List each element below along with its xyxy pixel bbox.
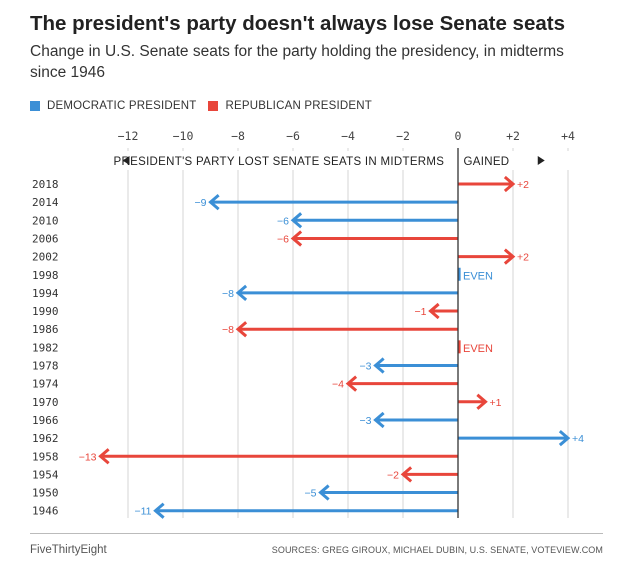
bar-arrowhead bbox=[235, 321, 248, 338]
lost-region-label: PRESIDENT'S PARTY LOST SENATE SEATS IN M… bbox=[114, 156, 445, 168]
bar-arrowhead bbox=[208, 194, 220, 211]
chart-title: The president's party doesn't always los… bbox=[30, 12, 565, 35]
data-label: −9 bbox=[195, 197, 207, 209]
bar-arrowhead bbox=[98, 448, 110, 465]
bar-arrowhead bbox=[503, 175, 516, 193]
x-tick-label: −2 bbox=[396, 129, 410, 143]
data-label: EVEN bbox=[463, 343, 493, 355]
year-label: 2014 bbox=[32, 196, 59, 209]
year-label: 2002 bbox=[32, 251, 59, 264]
x-tick-label: −8 bbox=[231, 129, 245, 143]
data-label: −3 bbox=[360, 415, 372, 427]
data-label: −8 bbox=[222, 324, 234, 336]
bar-arrowhead bbox=[476, 393, 488, 410]
data-label: −5 bbox=[305, 488, 317, 500]
gained-region-label: GAINED bbox=[464, 156, 510, 168]
bar-arrowhead bbox=[558, 429, 571, 447]
data-label: −13 bbox=[79, 451, 97, 463]
even-marker bbox=[458, 340, 461, 354]
bar-arrowhead bbox=[400, 466, 413, 483]
year-label: 2010 bbox=[32, 214, 59, 227]
legend-item-democratic: DEMOCRATIC PRESIDENT bbox=[30, 100, 196, 112]
year-label: 1958 bbox=[32, 450, 59, 463]
year-label: 1954 bbox=[32, 468, 59, 481]
bar-arrowhead bbox=[153, 502, 165, 519]
legend-swatch-republican bbox=[208, 101, 219, 111]
legend-swatch-democratic bbox=[30, 101, 40, 111]
sources-note: SOURCES: GREG GIROUX, MICHAEL DUBIN, U.S… bbox=[271, 545, 603, 555]
data-label: −8 bbox=[222, 288, 234, 300]
data-label: −4 bbox=[332, 379, 344, 391]
even-marker bbox=[458, 267, 461, 281]
year-label: 1990 bbox=[32, 305, 59, 318]
gained-arrow-icon bbox=[537, 156, 545, 165]
year-label: 1946 bbox=[32, 505, 59, 518]
year-label: 1962 bbox=[32, 432, 59, 445]
year-label: 1998 bbox=[32, 269, 59, 282]
data-label: −6 bbox=[277, 215, 289, 227]
x-tick-label: −4 bbox=[341, 129, 355, 143]
year-label: 1994 bbox=[32, 287, 59, 300]
x-tick-label: −6 bbox=[286, 129, 300, 143]
data-label: +2 bbox=[517, 252, 529, 264]
data-label: −3 bbox=[360, 361, 372, 373]
bar-arrowhead bbox=[503, 248, 516, 265]
data-label: −11 bbox=[134, 506, 151, 518]
bar-arrowhead bbox=[373, 411, 385, 429]
year-label: 1966 bbox=[32, 414, 59, 427]
bar-arrowhead bbox=[290, 212, 303, 229]
year-label: 1986 bbox=[32, 323, 59, 336]
lost-arrow-icon bbox=[122, 156, 130, 165]
bar-arrowhead bbox=[345, 375, 358, 392]
bar-arrowhead bbox=[428, 302, 440, 320]
legend-item-republican: REPUBLICAN PRESIDENT bbox=[208, 100, 372, 112]
x-tick-label: 0 bbox=[455, 129, 462, 143]
data-label: EVEN bbox=[463, 270, 493, 282]
bar-arrowhead bbox=[318, 484, 330, 501]
data-label: −1 bbox=[415, 306, 427, 318]
data-label: +4 bbox=[572, 433, 584, 445]
legend-label-republican: REPUBLICAN PRESIDENT bbox=[225, 100, 372, 112]
legend: DEMOCRATIC PRESIDENT REPUBLICAN PRESIDEN… bbox=[30, 100, 384, 112]
year-label: 1970 bbox=[32, 396, 59, 409]
x-tick-label: −10 bbox=[173, 129, 194, 143]
year-label: 2006 bbox=[32, 232, 59, 245]
x-tick-label: −12 bbox=[118, 129, 139, 143]
bar-arrowhead bbox=[235, 284, 248, 302]
data-label: +1 bbox=[490, 397, 502, 409]
year-label: 1950 bbox=[32, 487, 59, 500]
data-label: −2 bbox=[387, 469, 399, 481]
chart-subtitle: Change in U.S. Senate seats for the part… bbox=[30, 43, 564, 81]
x-tick-label: +2 bbox=[506, 129, 520, 143]
data-label: −6 bbox=[277, 233, 289, 245]
year-label: 1982 bbox=[32, 341, 59, 354]
year-label: 1974 bbox=[32, 378, 59, 391]
bar-arrowhead bbox=[373, 357, 385, 374]
footer-divider bbox=[30, 533, 603, 534]
year-label: 1978 bbox=[32, 360, 59, 373]
year-label: 2018 bbox=[32, 178, 59, 191]
data-label: +2 bbox=[517, 179, 529, 191]
axis-header-band bbox=[108, 151, 579, 170]
x-tick-label: +4 bbox=[561, 129, 575, 143]
brand-label: FiveThirtyEight bbox=[30, 544, 107, 556]
legend-label-democratic: DEMOCRATIC PRESIDENT bbox=[47, 100, 197, 112]
bar-arrowhead bbox=[290, 230, 303, 247]
